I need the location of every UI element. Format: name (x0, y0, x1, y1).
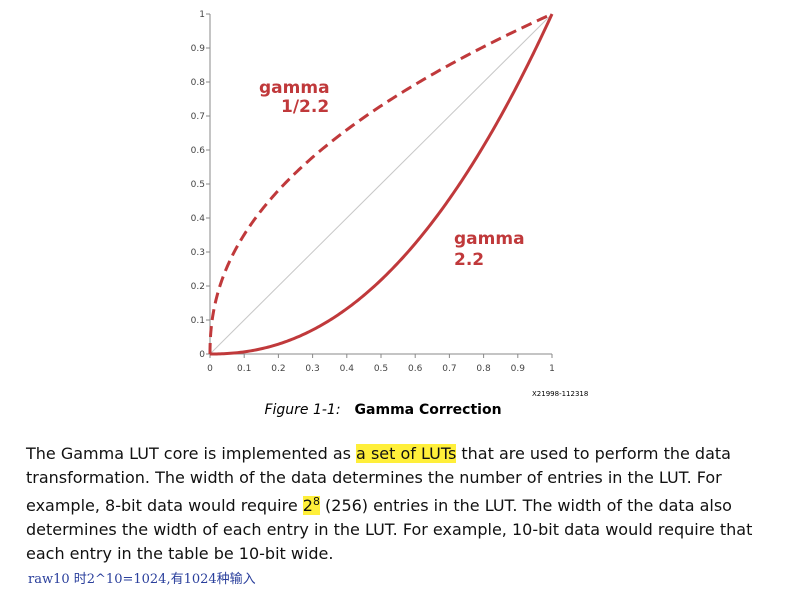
handwritten-note: raw10 时2^10=1024,有1024种输入 (28, 572, 256, 587)
paragraph-line-3: example, 8-bit data would require 28 (25… (26, 490, 806, 518)
gamma-chart: 0 0.1 0.2 0.3 0.4 0.5 0.6 0.7 0.8 0.9 1 0 0.1 0.2 0.3… (191, 10, 589, 398)
annotation-gamma-line1: gamma (454, 229, 525, 249)
highlighted-power: 28 (302, 495, 320, 515)
chart-series (208, 12, 554, 356)
line3-end: (256) entries in the LUT. The width of t… (319, 496, 732, 515)
x-tick-label: 0.9 (511, 364, 526, 374)
y-tick-label: 0.4 (191, 214, 206, 224)
paragraph-line-5: each entry in the table be 10-bit wide. (26, 544, 334, 563)
x-tick-label: 0.4 (340, 364, 355, 374)
y-tick-label: 0.1 (191, 316, 205, 326)
figure-caption: Figure 1-1: Gamma Correction (0, 402, 766, 418)
caption-title: Gamma Correction (354, 402, 502, 418)
y-tick-label: 0.5 (191, 180, 205, 190)
x-axis-ticks: 0 0.1 0.2 0.3 0.4 0.5 0.6 0.7 0.8 0.9 1 (207, 354, 555, 374)
x-tick-label: 0.1 (237, 364, 251, 374)
line1-start: The Gamma LUT core is implemented as (26, 444, 357, 463)
power-exponent: 8 (312, 495, 320, 508)
x-tick-label: 0.3 (305, 364, 319, 374)
line1-end: that are used to perform the data (456, 444, 731, 463)
y-tick-label: 0.7 (191, 112, 205, 122)
x-tick-label: 0.6 (408, 364, 423, 374)
power-base: 2 (302, 496, 313, 515)
figure-id: X21998-112318 (532, 390, 588, 398)
y-tick-label: 0.9 (191, 44, 206, 54)
x-tick-label: 0 (207, 364, 213, 374)
line3-start: example, 8-bit data would require (26, 496, 303, 515)
series-linear-line (209, 13, 553, 355)
annotation-gamma-line2: 2.2 (454, 250, 484, 270)
y-tick-label: 0.8 (191, 78, 206, 88)
y-tick-label: 1 (199, 10, 205, 20)
series-gamma-line (210, 13, 554, 356)
paragraph-line-1: The Gamma LUT core is implemented as a s… (26, 442, 806, 466)
series-gamma-inverse-line (208, 12, 553, 355)
x-tick-label: 0.7 (442, 364, 456, 374)
y-axis-ticks: 0 0.1 0.2 0.3 0.4 0.5 0.6 0.7 0.8 0.9 1 (191, 10, 210, 360)
description-paragraph: The Gamma LUT core is implemented as a s… (26, 442, 806, 566)
x-tick-label: 0.2 (271, 364, 285, 374)
y-tick-label: 0.2 (191, 282, 205, 292)
x-tick-label: 0.5 (374, 364, 388, 374)
caption-label: Figure 1-1: (264, 402, 341, 418)
paragraph-line-2: transformation. The width of the data de… (26, 468, 722, 487)
y-tick-label: 0 (199, 350, 205, 360)
y-tick-label: 0.3 (191, 248, 205, 258)
annotation-gamma-inverse-line2: 1/2.2 (281, 97, 329, 117)
x-tick-label: 1 (549, 364, 555, 374)
x-tick-label: 0.8 (476, 364, 491, 374)
paragraph-line-4: determines the width of each entry in th… (26, 520, 753, 539)
highlighted-text: a set of LUTs (356, 444, 457, 463)
y-tick-label: 0.6 (191, 146, 206, 156)
annotation-gamma-inverse-line1: gamma (259, 78, 330, 98)
